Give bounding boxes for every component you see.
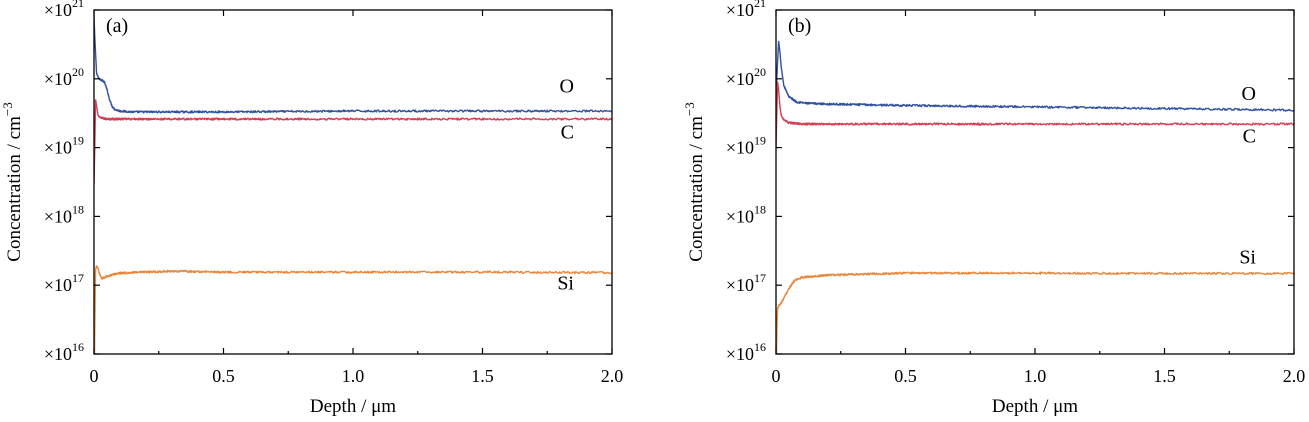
series-label-c: C: [561, 122, 574, 144]
y-tick-label: ×1021: [726, 0, 766, 20]
series-group: [776, 40, 1294, 354]
x-tick-label: 1.0: [1024, 366, 1047, 386]
plot-frame: [93, 9, 613, 355]
y-tick-label: ×1018: [44, 202, 84, 226]
series-line-c: [776, 81, 1294, 148]
plot-frame: [775, 9, 1295, 355]
series-label-o: O: [560, 75, 574, 97]
y-tick-label: ×1018: [726, 202, 766, 226]
series-line-c: [94, 99, 612, 184]
x-tick-label: 1.5: [1153, 366, 1176, 386]
y-tick-label: ×1017: [44, 271, 84, 295]
series-label-si: Si: [1239, 247, 1256, 269]
y-tick-label: ×1019: [44, 134, 84, 158]
panel-label: (b): [788, 15, 811, 37]
y-tick-label: ×1017: [726, 271, 766, 295]
x-tick-label: 0: [90, 366, 99, 386]
chart-panel-a: 0 0.5 1.0 1.5 2.0 ×1016 ×1017 ×1018 ×1019 ×1020 ×1…: [0, 0, 623, 417]
y-tick-label: ×1016: [726, 340, 766, 364]
series-line-o: [776, 40, 1294, 136]
y-tick-label: ×1020: [726, 65, 766, 89]
series-label-si: Si: [557, 272, 574, 294]
x-tick-label: 2.0: [1283, 366, 1306, 386]
panel-label: (a): [106, 15, 128, 37]
series-line-o: [94, 15, 612, 114]
x-tick-label: 0.5: [212, 366, 235, 386]
y-tick-label: ×1021: [44, 0, 84, 20]
x-tick-label: 1.0: [342, 366, 365, 386]
y-axis-title: Concentration / cm−3: [682, 102, 707, 261]
x-axis-title: Depth / μm: [310, 396, 396, 417]
y-tick-label: ×1020: [44, 65, 84, 89]
x-tick-label: 1.5: [471, 366, 494, 386]
x-tick-label: 0.5: [894, 366, 917, 386]
x-axis-title: Depth / μm: [992, 396, 1078, 417]
series-group: [94, 15, 612, 354]
x-tick-label: 2.0: [601, 366, 624, 386]
series-label-c: C: [1243, 125, 1256, 147]
x-tick-label: 0: [772, 366, 781, 386]
chart-panel-b: 0 0.5 1.0 1.5 2.0 ×1016 ×1017 ×1018 ×1019 ×1020 ×1…: [682, 0, 1305, 417]
y-tick-label: ×1019: [726, 134, 766, 158]
series-line-si: [776, 271, 1294, 354]
y-tick-label: ×1016: [44, 340, 84, 364]
y-axis-title: Concentration / cm−3: [0, 102, 25, 261]
series-label-o: O: [1242, 83, 1256, 105]
series-line-si: [94, 265, 612, 354]
